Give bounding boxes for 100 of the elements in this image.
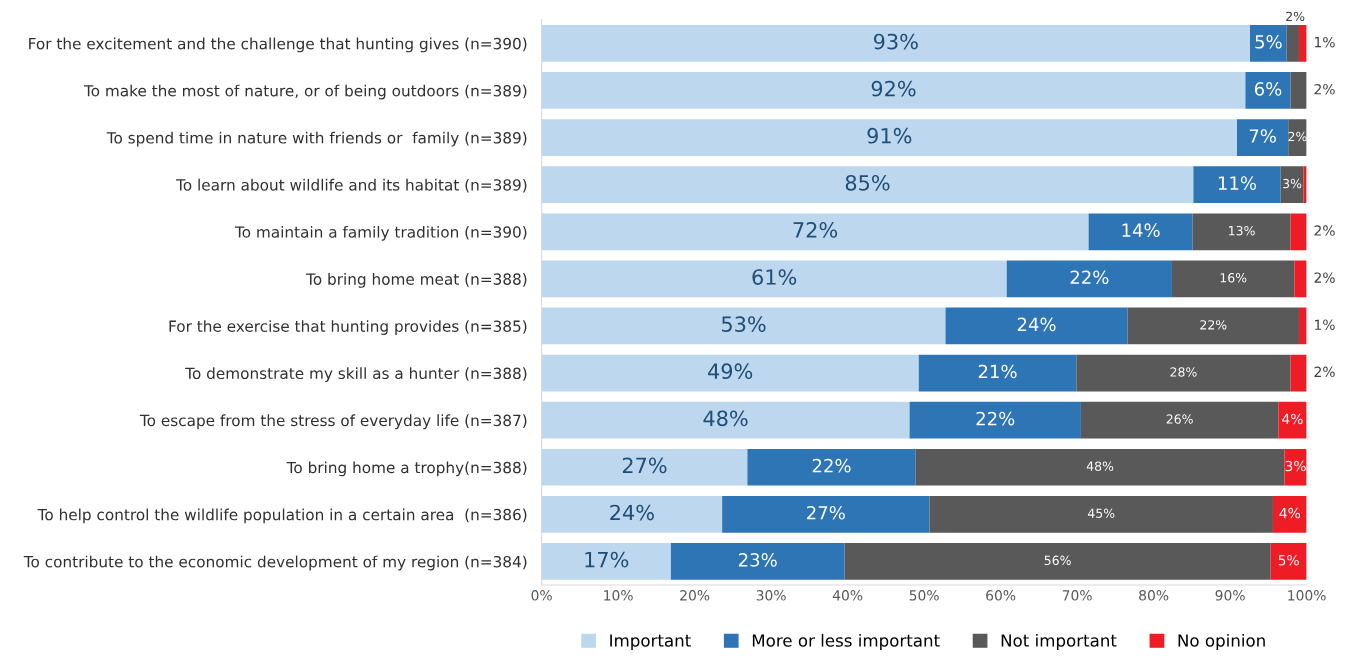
data-label: 4% xyxy=(1282,413,1303,425)
legend-label: More or less important xyxy=(752,633,940,651)
bar xyxy=(541,448,748,486)
data-label: 17% xyxy=(585,551,629,568)
bar xyxy=(541,25,1250,62)
bar xyxy=(1245,72,1291,109)
data-label: 27% xyxy=(622,457,667,474)
data-label: 23% xyxy=(738,553,777,567)
x-tick-label: 20% xyxy=(680,590,710,601)
data-label: 13% xyxy=(1229,225,1255,236)
data-label: 93% xyxy=(873,33,918,50)
bar xyxy=(1193,166,1281,204)
y-tick-label: To escape from the stress of everyday life (n=387) xyxy=(139,414,527,430)
data-label: 22% xyxy=(812,458,851,473)
data-label: 1% xyxy=(1315,36,1335,48)
bar xyxy=(1294,260,1307,298)
legend-label: No opinion xyxy=(1178,633,1265,651)
data-label: 72% xyxy=(793,222,838,238)
data-label: 5% xyxy=(1255,34,1282,49)
data-label: 45% xyxy=(1087,508,1115,518)
bar xyxy=(929,495,1273,533)
bar xyxy=(541,307,946,345)
bar xyxy=(670,543,845,580)
data-label: 28% xyxy=(1170,367,1197,377)
data-label: 22% xyxy=(1070,270,1109,285)
bar xyxy=(1286,25,1299,62)
data-label: 2% xyxy=(1286,11,1305,22)
x-tick-label: 80% xyxy=(1139,590,1169,601)
bar xyxy=(541,72,1246,109)
y-tick-label: To maintain a family tradition (n=390) xyxy=(234,225,527,241)
bar xyxy=(541,119,1237,156)
data-label: 14% xyxy=(1122,223,1160,237)
bar xyxy=(1272,495,1307,533)
bar xyxy=(1006,260,1172,298)
bar xyxy=(747,448,916,486)
data-label: 48% xyxy=(703,410,748,427)
bar xyxy=(1290,354,1307,392)
x-tick-label: 90% xyxy=(1215,590,1245,601)
bar xyxy=(541,166,1194,204)
data-label: 26% xyxy=(1166,414,1193,424)
data-label: 2% xyxy=(1314,366,1335,378)
bar xyxy=(1076,354,1291,392)
data-label: 21% xyxy=(978,364,1017,379)
bar xyxy=(1290,213,1307,251)
x-tick-label: 60% xyxy=(986,590,1016,601)
data-label: 48% xyxy=(1086,461,1114,471)
y-tick-label: To bring home meat (n=388) xyxy=(306,273,527,288)
bar xyxy=(541,354,919,392)
x-tick-label: 10% xyxy=(604,590,633,601)
data-label: 3% xyxy=(1285,460,1306,472)
data-label: 61% xyxy=(752,269,797,285)
legend-label: Not important xyxy=(1001,633,1117,651)
bar xyxy=(1270,543,1307,580)
data-label: 22% xyxy=(1200,320,1227,330)
data-label: 5% xyxy=(1278,554,1299,566)
data-label: 56% xyxy=(1044,555,1071,566)
bar xyxy=(541,543,671,580)
bar xyxy=(541,260,1007,298)
data-label: 7% xyxy=(1249,129,1276,143)
y-tick-label: To make the most of nature, or of being outdoors (n=389) xyxy=(83,84,527,100)
data-label: 6% xyxy=(1254,82,1282,96)
data-label: 53% xyxy=(722,316,766,332)
bar xyxy=(909,401,1081,439)
bar xyxy=(1280,166,1304,204)
y-tick-label: For the excitement and the challenge that hunting gives (n=390) xyxy=(29,37,527,53)
bar xyxy=(844,543,1271,580)
x-tick-label: 50% xyxy=(909,590,939,601)
x-tick-label: 70% xyxy=(1062,590,1092,601)
bar xyxy=(1080,401,1279,439)
data-label: 4% xyxy=(1279,507,1301,519)
bar xyxy=(1236,119,1289,156)
y-tick-label: For the exercise that hunting provides (n=385) xyxy=(169,320,527,335)
y-tick-label: To spend time in nature with friends or family (n=389) xyxy=(106,131,527,147)
data-label: 2% xyxy=(1314,225,1335,236)
data-label: 85% xyxy=(845,174,890,191)
data-label: 11% xyxy=(1218,176,1257,190)
x-tick-label: 0% xyxy=(531,590,552,601)
data-label: 2% xyxy=(1314,84,1335,95)
legend-label: Important xyxy=(610,634,691,651)
data-label: 24% xyxy=(1017,317,1056,332)
bar xyxy=(918,354,1077,392)
bar xyxy=(1192,213,1291,251)
bar xyxy=(541,401,910,439)
bar xyxy=(1171,260,1295,298)
y-tick-label: To contribute to the economic development of my region (n=384) xyxy=(23,555,527,571)
bar xyxy=(945,307,1128,345)
x-tick-label: 30% xyxy=(756,590,786,601)
data-label: 91% xyxy=(867,127,912,144)
y-tick-label: To help control the wildlife population in a certain area (n=386) xyxy=(37,508,527,524)
data-label: 92% xyxy=(871,80,916,97)
bar xyxy=(541,495,723,533)
y-tick-label: To bring home a trophy(n=388) xyxy=(286,461,527,477)
bar xyxy=(915,448,1285,486)
bar xyxy=(1290,72,1307,109)
data-label: 24% xyxy=(610,504,654,521)
bar xyxy=(1278,401,1307,439)
bar xyxy=(541,213,1089,251)
data-label: 49% xyxy=(708,363,753,380)
y-tick-label: To demonstrate my skill as a hunter (n=388) xyxy=(185,367,527,383)
data-label: 2% xyxy=(1314,272,1335,283)
